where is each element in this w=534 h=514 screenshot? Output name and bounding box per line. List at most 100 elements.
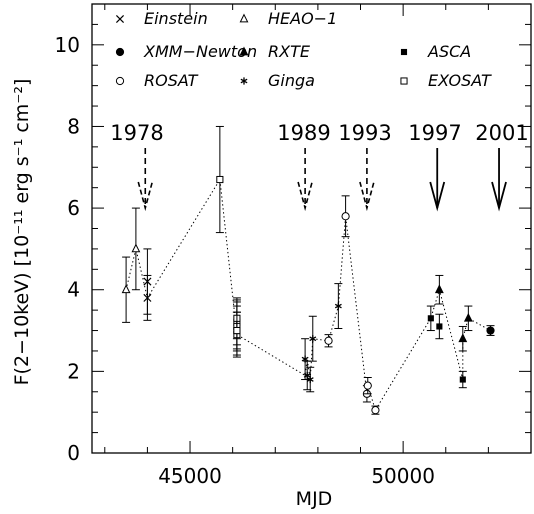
triangle-filled-marker [239,46,249,56]
data-point [458,370,467,389]
data-point [215,125,224,234]
data-point [435,313,444,340]
y-tick-label: 6 [67,196,80,220]
square-filled-marker [436,323,443,330]
star-marker [240,77,248,85]
y-tick-label: 10 [55,33,80,57]
square-open-marker [233,326,241,335]
data-point [121,256,131,323]
data-points [121,125,495,415]
plot-frame [91,3,532,454]
series-heao-1 [121,207,141,323]
cross-marker [115,14,125,24]
data-point [301,338,310,381]
epoch-arrow-head [491,181,507,212]
circle-open-marker [363,381,372,390]
triangle-open-marker [239,13,249,23]
data-point [458,325,468,352]
legend-label: XMM−Newton [143,42,257,61]
series-xmm-newton [486,325,495,336]
epoch-label: 1978 [110,121,163,145]
legend-label: Einstein [144,9,208,28]
x-tick-label: 50000 [371,464,435,488]
legend-label: Ginga [268,71,315,90]
y-tick-label: 4 [67,278,80,302]
epoch-markers: 1978 1989 1993 1997 2001 [110,121,529,212]
circle-open-marker [371,406,380,415]
triangle-open-marker [131,243,141,253]
y-tick-label: 0 [67,441,80,465]
epoch-label: 1997 [408,121,461,145]
x-axis-title: MJD [296,488,333,510]
circle-open-marker [341,212,350,221]
epoch-marker-1997: 1997 [408,121,462,212]
square-filled-marker [400,48,408,56]
legend-entry: EXOSAT [400,71,492,90]
epoch-arrow-head [137,181,154,212]
legend-label: ASCA [427,42,471,61]
square-open-marker [400,77,408,85]
square-open-marker [216,175,224,184]
epoch-arrow-head [429,181,446,212]
triangle-filled-marker [458,333,468,343]
series-rxte [434,274,473,352]
circle-filled-marker [115,47,125,57]
data-point [308,315,317,362]
data-point [232,305,241,356]
square-filled-marker [427,315,434,322]
data-point [426,305,435,332]
circle-open-marker [324,336,333,345]
legend-entry: RXTE [239,42,311,61]
circle-open-marker [115,76,125,86]
data-point [131,207,141,291]
series-rosat [324,195,380,415]
legend-entry: ASCA [400,42,471,61]
epoch-marker-1989: 1989 [277,121,331,212]
x-tick-label: 45000 [158,464,222,488]
data-point [463,305,473,332]
data-point [363,376,372,395]
series-exosat [215,125,241,358]
legend-entry: HEAO−1 [239,9,337,28]
y-tick-label: 2 [67,359,80,383]
series-ginga [301,283,343,393]
legend-label: HEAO−1 [268,9,337,28]
epoch-arrow-head [297,181,313,212]
legend-entry: XMM−Newton [115,42,257,61]
tick-labels: 0 2 4 6 8 10 45000 50000 [55,33,435,488]
data-point [434,274,444,305]
triangle-open-marker [121,284,131,294]
star-marker [306,375,314,384]
series-einstein [143,248,152,321]
triangle-filled-marker [434,284,444,294]
epoch-arrow-head [359,181,375,212]
y-axis-title: F(2−10keV) [10⁻¹¹ erg s⁻¹ cm⁻²] [11,79,33,386]
data-point [306,366,315,393]
legend-entry: Einstein [115,9,208,28]
data-point [371,405,380,415]
data-point [486,325,495,336]
triangle-filled-marker [463,312,473,322]
square-filled-marker [459,376,466,383]
circle-filled-marker [486,326,495,335]
y-tick-label: 8 [67,114,80,138]
legend-label: EXOSAT [428,71,492,90]
cross-marker [143,293,152,302]
legend-label: ROSAT [144,71,199,90]
star-marker [309,335,317,343]
star-marker [334,302,342,310]
epoch-marker-1978: 1978 [110,121,164,212]
epoch-marker-2001: 2001 [475,121,529,212]
legend-label: RXTE [268,42,311,61]
epoch-label: 1989 [277,121,330,145]
epoch-label: 2001 [475,121,528,145]
legend-entry: Ginga [240,71,315,90]
data-point [143,274,152,321]
legend: Einstein HEAO−1 XMM−Newton RXTE ASCA ROSAT Gin… [115,9,492,90]
legend-entry: ROSAT [115,71,199,90]
data-point [341,195,350,238]
data-point [334,283,343,330]
data-point [324,334,333,348]
epoch-label: 1993 [338,121,391,145]
